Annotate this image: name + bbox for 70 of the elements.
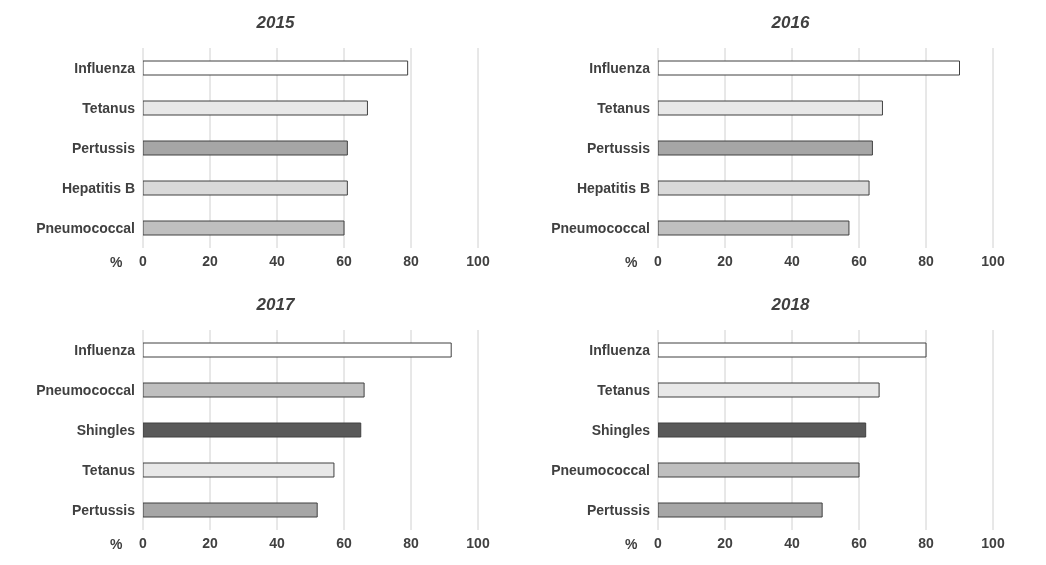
x-tick-label: 80 — [918, 534, 934, 551]
y-tick-label: Hepatitis B — [61, 179, 135, 196]
bar — [658, 382, 880, 398]
x-tick-label: 20 — [717, 534, 733, 551]
y-tick-label: Tetanus — [597, 381, 651, 398]
x-tick-label: 60 — [336, 534, 352, 551]
x-tick-label: 40 — [269, 252, 285, 269]
y-tick-label: Tetanus — [82, 99, 136, 116]
bar — [658, 60, 960, 76]
y-tick-label: Tetanus — [82, 461, 136, 478]
bar — [658, 502, 823, 518]
y-tick-label: Pneumococcal — [36, 219, 135, 236]
x-tick-label: 60 — [851, 534, 867, 551]
chart-title: 2017 — [255, 294, 296, 316]
y-tick-label: Hepatitis B — [576, 179, 650, 196]
y-tick-label: Pertussis — [586, 501, 651, 518]
y-tick-label: Influenza — [74, 341, 136, 358]
chart-title: 2018 — [770, 294, 811, 316]
y-tick-label: Shingles — [76, 421, 136, 438]
x-tick-label: 20 — [202, 252, 218, 269]
y-tick-label: Influenza — [74, 59, 136, 76]
x-tick-label: 0 — [139, 252, 148, 269]
y-tick-label: Influenza — [589, 341, 651, 358]
x-tick-label: 60 — [851, 252, 867, 269]
x-axis-title: % — [625, 254, 638, 270]
y-tick-label: Pertussis — [71, 501, 136, 518]
x-tick-label: 80 — [403, 252, 419, 269]
bar — [143, 220, 345, 236]
x-tick-label: 40 — [784, 534, 800, 551]
bar — [658, 462, 860, 478]
bar — [143, 502, 318, 518]
y-tick-label: Pneumococcal — [36, 381, 135, 398]
x-tick-label: 100 — [466, 252, 490, 269]
x-tick-label: 100 — [981, 252, 1005, 269]
x-tick-label: 40 — [269, 534, 285, 551]
bar — [143, 100, 368, 116]
x-tick-label: 20 — [202, 534, 218, 551]
x-tick-label: 0 — [654, 534, 663, 551]
y-tick-label: Pertussis — [71, 139, 136, 156]
x-tick-label: 20 — [717, 252, 733, 269]
chart-title: 2015 — [255, 12, 296, 34]
bar — [658, 100, 883, 116]
x-tick-label: 0 — [139, 534, 148, 551]
x-axis-title: % — [110, 254, 123, 270]
y-tick-label: Shingles — [591, 421, 651, 438]
x-tick-label: 80 — [918, 252, 934, 269]
bar — [658, 140, 873, 156]
bar — [658, 422, 867, 438]
bar — [143, 382, 365, 398]
bar — [658, 342, 927, 358]
y-tick-label: Pneumococcal — [551, 219, 650, 236]
x-tick-label: 0 — [654, 252, 663, 269]
x-axis-title: % — [625, 536, 638, 552]
x-tick-label: 100 — [466, 534, 490, 551]
bar — [658, 220, 850, 236]
x-tick-label: 60 — [336, 252, 352, 269]
chart-title: 2016 — [770, 12, 811, 34]
x-tick-label: 40 — [784, 252, 800, 269]
bar — [143, 140, 348, 156]
bar — [143, 462, 335, 478]
x-tick-label: 100 — [981, 534, 1005, 551]
x-axis-title: % — [110, 536, 123, 552]
y-tick-label: Pneumococcal — [551, 461, 650, 478]
y-tick-label: Tetanus — [597, 99, 651, 116]
y-tick-label: Influenza — [589, 59, 651, 76]
bar — [143, 60, 409, 76]
x-tick-label: 80 — [403, 534, 419, 551]
bar — [143, 342, 452, 358]
y-tick-label: Pertussis — [586, 139, 651, 156]
bar — [143, 422, 362, 438]
